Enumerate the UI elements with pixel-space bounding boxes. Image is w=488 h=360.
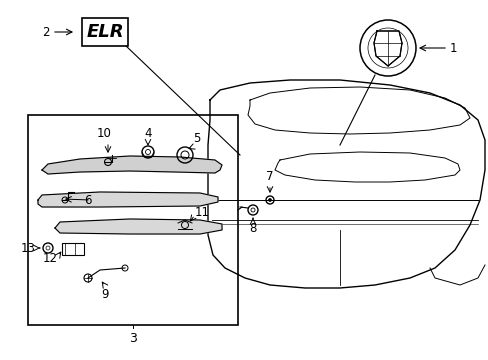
Text: 12: 12 xyxy=(43,252,58,265)
Text: 8: 8 xyxy=(249,222,256,235)
Text: 3: 3 xyxy=(129,332,137,345)
Text: 4: 4 xyxy=(144,127,151,140)
Text: 2: 2 xyxy=(42,26,50,39)
Text: 10: 10 xyxy=(96,127,111,140)
Text: 7: 7 xyxy=(265,170,273,183)
Bar xyxy=(62,243,84,255)
Text: 1: 1 xyxy=(449,41,457,54)
Polygon shape xyxy=(42,156,222,174)
Text: 11: 11 xyxy=(195,206,209,219)
Circle shape xyxy=(268,198,271,202)
Polygon shape xyxy=(55,219,222,234)
Text: 6: 6 xyxy=(84,194,92,207)
Text: 9: 9 xyxy=(101,288,108,301)
Polygon shape xyxy=(38,192,218,207)
Polygon shape xyxy=(373,31,401,66)
Text: ELR: ELR xyxy=(86,23,123,41)
Text: 13: 13 xyxy=(21,242,36,255)
Text: 5: 5 xyxy=(193,132,200,145)
Bar xyxy=(28,115,238,325)
